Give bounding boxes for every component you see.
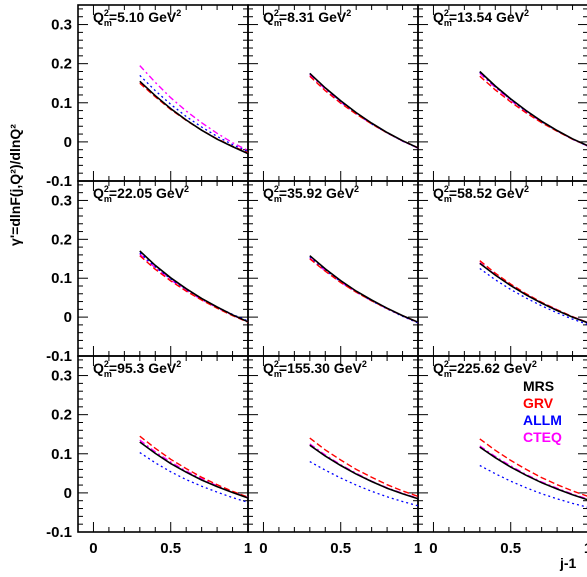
panel-frame [417,180,587,357]
series-grv-line [479,438,587,497]
panel-frame [247,4,419,182]
series-allm-line [479,71,587,147]
series-cteq-line [139,65,249,152]
y-tick-label: 0.3 [51,368,72,385]
x-tick-label: 0 [259,540,267,557]
series-mrs-line [309,72,419,149]
y-tick-label: 0 [64,134,72,151]
series-grv-line [479,260,587,323]
series-allm-line [139,452,249,503]
series-allm-line [309,72,419,149]
series-mrs-line [139,250,249,323]
panel-frames [77,4,587,533]
panel-q2-label: Qm2=13.54 GeV2 [433,8,529,28]
panel-q2-label: Qm2=22.05 GeV2 [93,184,189,204]
x-tick-label: 1 [244,540,252,557]
series-cteq-line [479,72,587,147]
legend-entry-allm: ALLM [523,412,562,428]
x-tick-label: 0.5 [500,540,521,557]
y-tick-label: 0.2 [51,56,72,73]
x-tick-label: 0.5 [160,540,181,557]
panel-frame [417,355,587,533]
series-allm-line [479,464,587,508]
x-tick-label: 0 [89,540,97,557]
series-allm-line [309,461,419,507]
series-grv-line [309,75,419,149]
y-tick-label: 0.1 [51,270,72,287]
series-grv-line [309,258,419,323]
series-mrs-line [139,441,249,499]
series-mrs-line [139,80,249,155]
panel-frame [77,355,249,533]
series-cteq-line [309,74,419,149]
series-cteq-line [479,262,587,323]
panel-frame [247,355,419,533]
series-mrs-line [479,262,587,324]
panel-frame [77,4,249,182]
y-tick-label: 0.2 [51,407,72,424]
series-mrs-line [479,446,587,501]
series-mrs-line [309,444,419,500]
series-grv-line [139,82,249,154]
series-curves [139,65,587,508]
y-tick-label: 0 [64,485,72,502]
y-tick-label: 0.3 [51,17,72,34]
legend-entry-mrs: MRS [523,378,554,394]
x-tick-label: 1 [584,540,587,557]
panel-frame [77,180,249,357]
series-grv-line [309,437,419,498]
series-mrs-line [309,255,419,323]
y-tick-label: 0 [64,309,72,326]
tick-labels: -0.1 0 0.1 0.2 0.3 -0.1 0 0.1 0.2 0.3 -0.1 0 0.1 0.2 0… [46,17,587,557]
series-allm-line [139,252,249,322]
panel-q2-label: Qm2=225.62 GeV2 [433,359,537,379]
series-cteq-line [309,443,419,500]
y-tick-label: -0.1 [46,348,72,365]
y-tick-label: 0.1 [51,446,72,463]
y-tick-label: 0.1 [51,95,72,112]
series-grv-line [139,435,249,498]
panel-labels: Qm2=5.10 GeV2 Qm2=8.31 GeV2 Qm2=13.54 GeV2… [93,8,537,379]
x-tick-label: 0.5 [330,540,351,557]
series-allm-line [309,256,419,324]
y-tick-label: 0.3 [51,192,72,209]
legend-entry-grv: GRV [523,395,554,411]
x-tick-label: 0 [429,540,437,557]
series-cteq-line [309,257,419,324]
panel-q2-label: Qm2=8.31 GeV2 [263,8,351,28]
x-tick-label: 1 [414,540,422,557]
series-cteq-line [139,253,249,323]
series-allm-line [139,74,249,153]
panel-q2-label: Qm2=58.52 GeV2 [433,184,529,204]
series-mrs-line [479,70,587,147]
panel-q2-label: Qm2=95.3 GeV2 [93,359,181,379]
x-axis-title: j-1 [559,555,577,571]
panel-frame [247,180,419,357]
panel-q2-label: Qm2=155.30 GeV2 [263,359,367,379]
legend-entry-cteq: CTEQ [523,429,562,445]
panel-q2-label: Qm2=5.10 GeV2 [93,8,181,28]
y-axis-title: γ'=dlnF(j,Q²)/dlnQ² [7,124,23,246]
y-tick-label: 0.2 [51,231,72,248]
axis-ticks [77,5,587,533]
y-tick-label: -0.1 [46,524,72,541]
y-tick-label: -0.1 [46,173,72,190]
panel-q2-label: Qm2=35.92 GeV2 [263,184,359,204]
